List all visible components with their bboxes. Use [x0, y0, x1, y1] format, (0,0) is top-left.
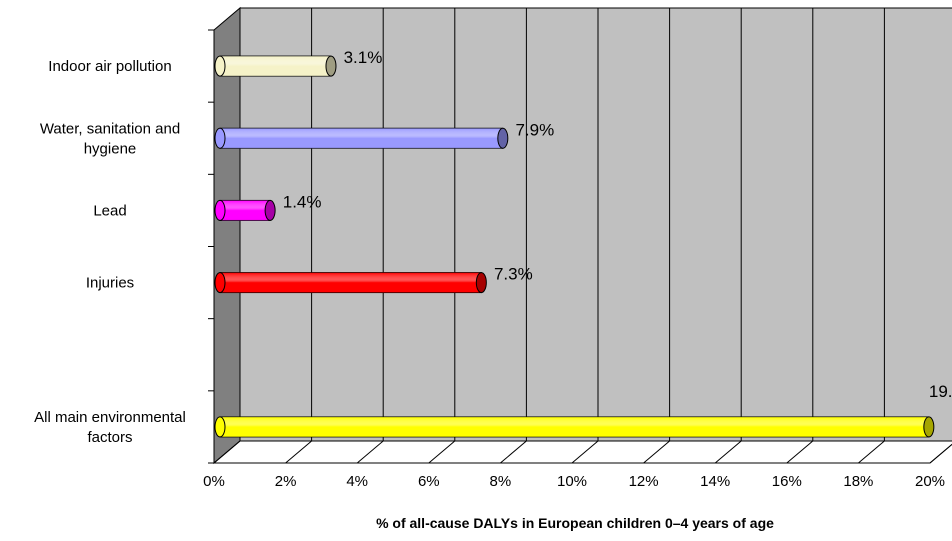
- floor-gridline: [213, 440, 241, 464]
- floor-gridline: [858, 440, 885, 464]
- x-tick-label: 16%: [772, 473, 802, 490]
- floor-gridline: [428, 440, 456, 464]
- floor: [212, 440, 952, 464]
- bar: [214, 272, 487, 294]
- bar: [214, 416, 935, 438]
- data-label: 3.1%: [344, 48, 383, 67]
- category-label: Lead: [93, 202, 126, 219]
- category-label: Water, sanitation and: [40, 120, 180, 137]
- x-tick-label: 20%: [915, 473, 945, 490]
- back-wall: [239, 7, 952, 442]
- data-label: 1.4%: [283, 192, 322, 211]
- floor-gridline: [786, 440, 814, 464]
- category-label: Indoor air pollution: [48, 58, 171, 75]
- x-tick-label: 10%: [557, 473, 587, 490]
- bar: [214, 55, 337, 77]
- floor-gridline: [285, 440, 312, 464]
- floor-gridline: [643, 440, 670, 464]
- x-axis-title: % of all-cause DALYs in European childre…: [376, 515, 774, 531]
- x-tick-label: 6%: [418, 473, 440, 490]
- floor-gridline: [356, 440, 384, 464]
- data-label: 19.8%: [929, 382, 952, 401]
- x-tick-label: 0%: [203, 473, 225, 490]
- floor-gridline: [714, 440, 742, 464]
- x-tick-label: 18%: [843, 473, 873, 490]
- floor-gridline: [571, 440, 599, 464]
- bar: [214, 199, 276, 221]
- x-tick-label: 2%: [275, 473, 297, 490]
- x-tick-label: 4%: [346, 473, 368, 490]
- category-label: factors: [87, 429, 132, 446]
- x-tick-label: 8%: [490, 473, 512, 490]
- floor-gridline: [500, 440, 527, 464]
- category-label: Injuries: [86, 275, 134, 292]
- x-tick-label: 14%: [700, 473, 730, 490]
- x-tick-label: 12%: [629, 473, 659, 490]
- data-label: 7.9%: [515, 120, 554, 139]
- data-label: 7.3%: [494, 265, 533, 284]
- category-label: All main environmental: [34, 409, 186, 426]
- category-label: hygiene: [84, 140, 137, 157]
- bar: [214, 127, 509, 149]
